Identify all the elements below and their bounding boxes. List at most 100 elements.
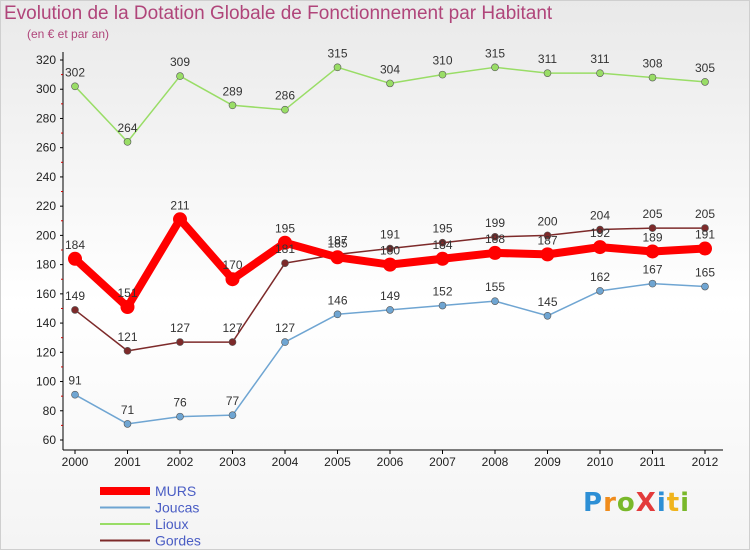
chart-title: Evolution de la Dotation Globale de Fonc… bbox=[4, 3, 553, 24]
data-label-gordes: 204 bbox=[590, 209, 610, 223]
data-label-joucas: 152 bbox=[432, 285, 452, 299]
data-point-lioux bbox=[123, 138, 132, 146]
legend-label-gordes: Gordes bbox=[155, 533, 201, 549]
data-label-joucas: 162 bbox=[590, 270, 610, 284]
legend-label-joucas: Joucas bbox=[155, 500, 199, 516]
data-point-murs bbox=[383, 257, 397, 272]
data-label-gordes: 187 bbox=[327, 233, 347, 247]
data-point-gordes bbox=[123, 347, 132, 355]
data-point-joucas bbox=[386, 306, 394, 314]
y-tick-label: 160 bbox=[36, 287, 56, 301]
x-tick-label: 2010 bbox=[587, 455, 614, 469]
data-point-lioux bbox=[333, 63, 342, 72]
series-line-lioux bbox=[74, 66, 706, 143]
data-point-joucas bbox=[648, 279, 657, 288]
data-point-lioux bbox=[228, 101, 237, 110]
data-label-joucas: 71 bbox=[121, 403, 135, 417]
chart-data-labels: 149 121 127 127 181 187 191 195 199 200 204 205 205 3… bbox=[65, 46, 715, 417]
y-tick-label: 80 bbox=[43, 404, 57, 418]
x-tick-label: 2005 bbox=[324, 455, 351, 469]
data-point-murs bbox=[278, 235, 292, 250]
y-tick-label: 100 bbox=[36, 375, 56, 389]
logo-letter: P bbox=[583, 488, 604, 518]
y-tick-label: 180 bbox=[36, 258, 56, 272]
proxiti-logo: ProXiti bbox=[583, 488, 690, 518]
data-point-gordes bbox=[543, 231, 552, 240]
data-label-lioux: 305 bbox=[695, 61, 715, 75]
series-line-joucas bbox=[74, 282, 706, 425]
data-label-murs: 189 bbox=[642, 230, 662, 244]
data-label-gordes: 205 bbox=[642, 207, 662, 221]
data-point-murs bbox=[540, 247, 555, 262]
data-label-joucas: 77 bbox=[226, 394, 240, 408]
data-label-lioux: 304 bbox=[380, 62, 400, 76]
data-point-gordes bbox=[491, 233, 499, 241]
y-tick-label: 260 bbox=[36, 141, 56, 155]
y-tick-label: 220 bbox=[36, 199, 56, 213]
data-point-murs bbox=[68, 251, 82, 266]
data-label-lioux: 302 bbox=[65, 65, 85, 79]
data-label-lioux: 309 bbox=[170, 55, 190, 69]
y-tick-label: 280 bbox=[36, 111, 56, 125]
data-label-murs: 184 bbox=[432, 238, 452, 252]
data-label-murs: 211 bbox=[170, 198, 189, 212]
logo-letter: r bbox=[603, 488, 617, 518]
data-point-murs bbox=[435, 251, 450, 266]
data-point-joucas bbox=[701, 282, 709, 291]
data-point-murs bbox=[330, 250, 345, 265]
data-label-murs: 151 bbox=[117, 286, 137, 300]
y-tick-label: 140 bbox=[36, 316, 56, 330]
data-label-lioux: 315 bbox=[485, 46, 505, 60]
data-point-lioux bbox=[648, 73, 657, 82]
data-point-lioux bbox=[281, 105, 289, 114]
logo-letter: o bbox=[616, 488, 636, 518]
data-point-gordes bbox=[596, 225, 604, 234]
x-tick-label: 2000 bbox=[62, 455, 89, 469]
logo-letter: i bbox=[656, 488, 667, 518]
legend-label-lioux: Lioux bbox=[155, 516, 188, 532]
data-label-joucas: 165 bbox=[695, 266, 715, 280]
x-tick-label: 2009 bbox=[534, 455, 561, 469]
data-label-gordes: 195 bbox=[432, 222, 452, 236]
data-point-lioux bbox=[71, 82, 79, 91]
x-tick-label: 2004 bbox=[272, 455, 299, 469]
y-tick-label: 320 bbox=[36, 53, 56, 67]
data-label-gordes: 149 bbox=[65, 289, 85, 303]
data-point-lioux bbox=[176, 72, 184, 80]
data-point-gordes bbox=[228, 338, 237, 346]
data-point-lioux bbox=[543, 69, 552, 77]
data-label-murs: 185 bbox=[327, 236, 347, 250]
data-point-lioux bbox=[438, 70, 447, 79]
data-point-murs bbox=[593, 240, 607, 255]
logo-letter: X bbox=[635, 488, 657, 518]
chart-axes: 60 80 100 120 140 160 180 200 220 240 260 280 300 320… bbox=[36, 52, 723, 469]
data-label-gordes: 199 bbox=[485, 216, 505, 230]
data-point-joucas bbox=[543, 311, 552, 320]
data-point-murs bbox=[120, 300, 135, 314]
data-point-joucas bbox=[438, 301, 447, 310]
data-point-murs bbox=[173, 212, 187, 227]
data-label-gordes: 191 bbox=[380, 228, 400, 242]
data-point-joucas bbox=[123, 420, 132, 428]
data-label-lioux: 289 bbox=[222, 84, 242, 98]
logo-letter: i bbox=[680, 488, 691, 518]
data-point-gordes bbox=[438, 238, 447, 247]
legend-label-murs: MURS bbox=[155, 483, 196, 499]
data-label-gordes: 200 bbox=[537, 214, 557, 228]
x-tick-label: 2012 bbox=[692, 455, 719, 469]
data-point-gordes bbox=[701, 224, 709, 232]
data-label-murs: 191 bbox=[695, 228, 715, 242]
data-point-gordes bbox=[176, 338, 184, 346]
data-label-lioux: 315 bbox=[327, 46, 347, 60]
data-label-murs: 188 bbox=[485, 232, 505, 246]
data-label-lioux: 264 bbox=[117, 121, 137, 135]
data-point-joucas bbox=[491, 297, 499, 305]
data-point-gordes bbox=[281, 259, 289, 267]
data-point-joucas bbox=[228, 411, 237, 419]
data-point-murs bbox=[698, 241, 712, 256]
data-label-joucas: 76 bbox=[173, 396, 187, 410]
data-label-gordes: 205 bbox=[695, 207, 715, 221]
data-label-lioux: 311 bbox=[538, 52, 557, 66]
data-label-murs: 180 bbox=[380, 244, 400, 258]
